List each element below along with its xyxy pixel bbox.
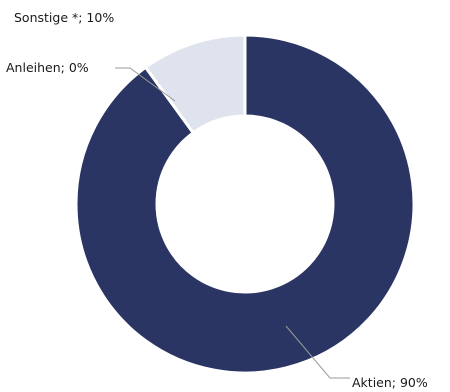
leader-line-anleihen [115, 67, 176, 102]
leader-line-aktien [285, 325, 350, 379]
slice-aktien [74, 33, 416, 375]
data-label-anleihen: Anleihen; 0% [6, 60, 89, 75]
donut-slices [74, 33, 416, 375]
data-label-sonstige: Sonstige *; 10% [14, 10, 114, 25]
slice-sonstige [143, 33, 247, 135]
data-label-aktien: Aktien; 90% [352, 375, 428, 390]
